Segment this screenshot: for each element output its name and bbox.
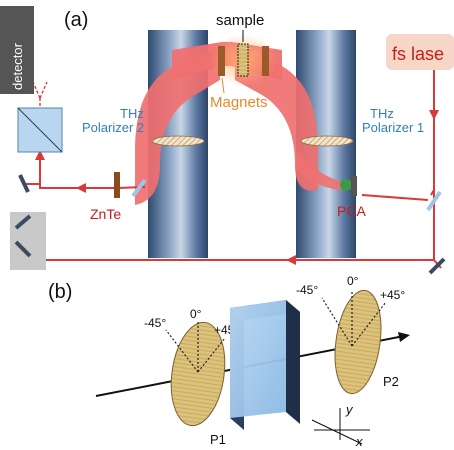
thz-beam-right-tail [296,150,345,190]
delay-mirror-1 [14,214,32,230]
beam-arrow-bottom [286,255,296,265]
probe-dashed-lines [32,81,48,108]
panel-b: (b) -45° 0° +45° P1 -45° 0° +45° P2 [48,274,410,449]
panel-a-label: (a) [64,9,88,31]
coordinate-axes [311,408,370,445]
mirror-left-mid [18,174,30,193]
beam-arrow-mid [76,183,86,193]
thz-polarizer-1-element [300,135,354,147]
thz-polarizer-2-label-line1: THz [120,106,144,121]
thz-polarizer-1-label-line2: Polarizer 1 [362,120,424,135]
beam-axis-arrowhead [398,332,410,342]
pca-mount [351,176,357,196]
magnet-block-left [218,46,225,76]
polarizer-p1 [170,321,226,427]
axis-x-label: x [355,434,363,449]
slab-side [286,300,300,424]
p2-angle-lines [321,290,387,347]
panel-a: detector fs lase (a) sample Magnets THz … [0,6,454,275]
sample-block [237,43,249,77]
magnets-pointer-left [221,77,225,94]
beam-arrow-up [35,150,45,160]
znte-label: ZnTe [90,206,121,222]
mirror-right-bottom [428,257,446,275]
p2-label: P2 [383,374,399,389]
p2-angle-minus45: -45° [296,283,318,297]
laser-box [386,34,454,70]
thz-beam-left [135,48,220,205]
thz-polarizer-2-element [151,135,205,147]
axis-y-label: y [345,402,354,417]
pca-label: PCA [337,203,366,219]
delay-stage [10,212,46,270]
detector-label: detector [10,42,25,90]
magnets-label: Magnets [210,94,268,111]
thz-polarizer-1-label-line1: THz [370,106,394,121]
magnet-block-right [262,46,269,76]
sample-label: sample [216,12,264,29]
znte-crystal [114,172,120,198]
p1-angle-lines [165,320,226,373]
thz-polarizer-2-label-line2: Polarizer 2 [82,120,144,135]
p1-label: P1 [210,432,226,447]
p2-angle-plus45: +45° [380,288,405,302]
slab-face [230,300,286,418]
beam-splitter-left [131,178,147,198]
beam-arrow-laser [429,110,439,120]
p1-angle-0: 0° [190,307,202,321]
beam-splitter-right [426,190,442,212]
laser-label: fs lase [392,44,444,64]
polarizer-p2 [334,289,382,395]
delay-mirror-2 [14,240,32,258]
panel-b-label: (b) [48,281,72,303]
polarizing-cube-diagonal [17,107,63,153]
pca-antenna [340,179,352,191]
magnets-pointer-right [261,77,266,94]
detector-box [0,6,34,94]
p2-angle-0: 0° [347,274,359,288]
p1-angle-minus45: -45° [144,316,166,330]
